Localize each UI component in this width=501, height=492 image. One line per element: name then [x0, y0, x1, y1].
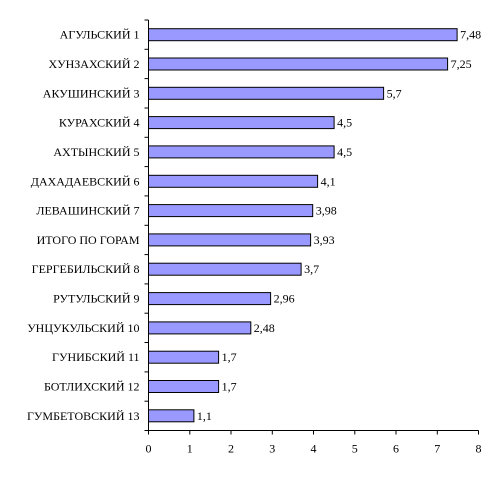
- x-tick-label: 7: [434, 442, 440, 456]
- bar: [148, 380, 220, 393]
- bar: [148, 28, 458, 42]
- x-tick-label: 5: [352, 442, 358, 456]
- x-tick-label: 3: [269, 442, 275, 456]
- category-label: РУТУЛЬСКИЙ 9: [53, 292, 139, 306]
- category-label: УНЦУКУЛЬСКИЙ 10: [27, 321, 139, 335]
- bar: [148, 204, 314, 218]
- value-label: 7,25: [451, 57, 472, 71]
- bar: [148, 145, 335, 159]
- category-label: ГЕРГЕБИЛЬСКИЙ 8: [32, 262, 140, 276]
- axes-group: 0 1 2 3 4 5 6 7 8: [144, 19, 482, 456]
- value-label: 1,1: [197, 409, 212, 423]
- bar: [148, 350, 220, 364]
- category-label: ДАХАДАЕВСКИЙ 6: [31, 174, 140, 188]
- value-label: 3,7: [304, 262, 319, 276]
- bar: [148, 262, 302, 276]
- value-labels-group: 7,48 7,25 5,7 4,5 4,5 4,1 3,98 3,93 3,7 2,96 2,48 1…: [197, 28, 481, 423]
- bar: [148, 174, 319, 188]
- value-label: 2,48: [254, 321, 275, 335]
- x-tick-label: 4: [311, 442, 317, 456]
- x-tick-label: 1: [187, 442, 193, 456]
- category-label: ХУНЗАХСКИЙ 2: [48, 57, 139, 71]
- x-tick-label: 6: [393, 442, 399, 456]
- value-label: 1,7: [222, 350, 237, 364]
- category-label: ГУНИБСКИЙ 11: [52, 350, 139, 364]
- category-label: АГУЛЬСКИЙ 1: [60, 28, 140, 42]
- bar: [148, 321, 252, 335]
- bar: [148, 116, 335, 130]
- bar: [148, 292, 272, 306]
- category-label: ГУМБЕТОВСКИЙ 13: [27, 409, 140, 423]
- value-label: 4,1: [321, 174, 336, 188]
- value-label: 4,5: [337, 145, 352, 159]
- value-label: 2,96: [274, 292, 295, 306]
- x-tick-label: 8: [476, 442, 482, 456]
- x-tick-label: 0: [146, 442, 152, 456]
- category-label: КУРАХСКИЙ 4: [59, 116, 140, 130]
- value-label: 3,93: [314, 233, 335, 247]
- category-label: АХТЫНСКИЙ 5: [53, 145, 139, 159]
- value-label: 3,98: [316, 204, 337, 218]
- category-label: ИТОГО ПО ГОРАМ: [37, 233, 140, 247]
- bar: [148, 57, 449, 71]
- bars-group: [148, 28, 458, 423]
- x-tick-label: 2: [228, 442, 234, 456]
- bar: [148, 409, 195, 423]
- bar: [148, 86, 385, 100]
- value-label: 5,7: [387, 86, 402, 100]
- category-label: АКУШИНСКИЙ 3: [43, 86, 140, 100]
- value-label: 7,48: [460, 28, 481, 42]
- bar: [148, 233, 312, 247]
- category-label: ЛЕВАШИНСКИЙ 7: [36, 204, 139, 218]
- category-label: БОТЛИХСКИЙ 12: [44, 380, 140, 394]
- category-labels-group: АГУЛЬСКИЙ 1 ХУНЗАХСКИЙ 2 АКУШИНСКИЙ 3 КУРАХ…: [27, 28, 140, 423]
- value-label: 4,5: [337, 116, 352, 130]
- value-label: 1,7: [222, 380, 237, 394]
